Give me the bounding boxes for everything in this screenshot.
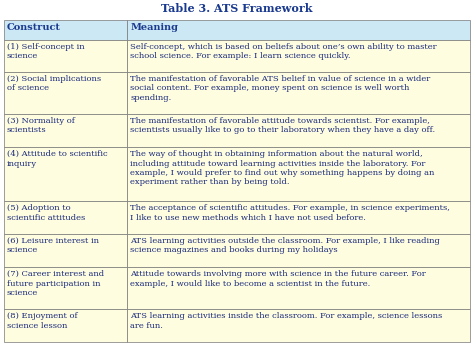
Bar bbox=[4, 114, 128, 147]
Bar bbox=[128, 72, 470, 114]
Text: Table 3. ATS Framework: Table 3. ATS Framework bbox=[161, 3, 313, 14]
Bar bbox=[128, 114, 470, 147]
Text: (6) Leisure interest in
science: (6) Leisure interest in science bbox=[7, 237, 99, 254]
Bar bbox=[128, 40, 470, 72]
Bar bbox=[4, 20, 128, 40]
Text: The manifestation of favorable attitude towards scientist. For example,
scientis: The manifestation of favorable attitude … bbox=[130, 117, 436, 135]
Text: Attitude towards involving more with science in the future career. For
example, : Attitude towards involving more with sci… bbox=[130, 270, 426, 287]
Text: Self-concept, which is based on beliefs about one’s own ability to master
school: Self-concept, which is based on beliefs … bbox=[130, 43, 437, 61]
Bar bbox=[4, 201, 128, 234]
Bar bbox=[4, 267, 128, 309]
Bar bbox=[128, 201, 470, 234]
Text: (1) Self-concept in
science: (1) Self-concept in science bbox=[7, 43, 85, 61]
Bar bbox=[4, 72, 128, 114]
Text: Construct: Construct bbox=[7, 23, 61, 32]
Text: (7) Career interest and
future participation in
science: (7) Career interest and future participa… bbox=[7, 270, 104, 297]
Bar bbox=[4, 309, 128, 342]
Text: The acceptance of scientific attitudes. For example, in science experiments,
I l: The acceptance of scientific attitudes. … bbox=[130, 204, 450, 221]
Text: (3) Normality of
scientists: (3) Normality of scientists bbox=[7, 117, 75, 135]
Text: The manifestation of favorable ATS belief in value of science in a wider
social : The manifestation of favorable ATS belie… bbox=[130, 75, 431, 102]
Text: (4) Attitude to scientific
inquiry: (4) Attitude to scientific inquiry bbox=[7, 150, 108, 167]
Bar bbox=[128, 267, 470, 309]
Text: (5) Adoption to
scientific attitudes: (5) Adoption to scientific attitudes bbox=[7, 204, 85, 221]
Bar bbox=[128, 309, 470, 342]
Text: Meaning: Meaning bbox=[130, 23, 179, 32]
Text: (8) Enjoyment of
science lesson: (8) Enjoyment of science lesson bbox=[7, 312, 78, 330]
Bar bbox=[128, 147, 470, 201]
Bar bbox=[128, 234, 470, 267]
Text: ATS learning activities inside the classroom. For example, science lessons
are f: ATS learning activities inside the class… bbox=[130, 312, 443, 330]
Bar bbox=[4, 147, 128, 201]
Text: The way of thought in obtaining information about the natural world,
including a: The way of thought in obtaining informat… bbox=[130, 150, 435, 187]
Bar bbox=[4, 234, 128, 267]
Bar bbox=[128, 20, 470, 40]
Text: ATS learning activities outside the classroom. For example, I like reading
scien: ATS learning activities outside the clas… bbox=[130, 237, 440, 254]
Bar bbox=[4, 40, 128, 72]
Text: (2) Social implications
of science: (2) Social implications of science bbox=[7, 75, 101, 93]
